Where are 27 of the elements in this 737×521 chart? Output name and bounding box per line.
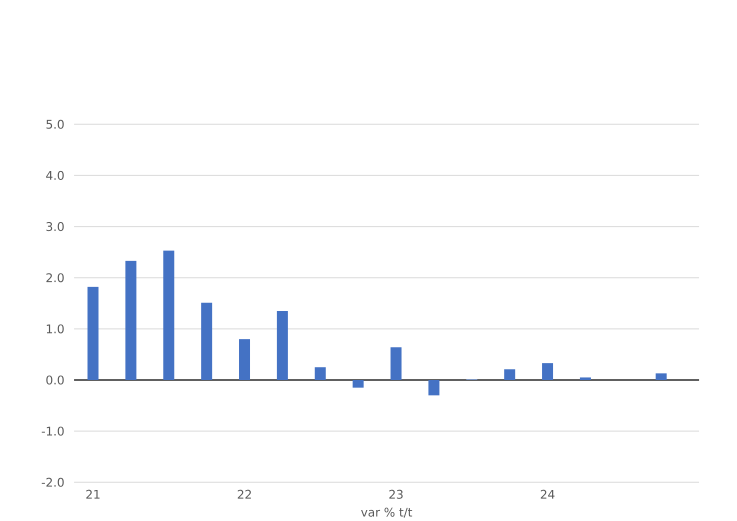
y-tick-label: -1.0 (42, 426, 64, 436)
x-tick-label: 21 (86, 490, 100, 499)
bar (239, 339, 250, 380)
bar (314, 367, 326, 380)
y-tick-label: 3.0 (46, 222, 64, 232)
bar (352, 380, 364, 388)
bar (201, 302, 212, 380)
bar (504, 369, 516, 380)
y-tick-label: 0.0 (46, 375, 64, 385)
bar (542, 363, 554, 380)
y-tick-label: 4.0 (46, 170, 64, 180)
bar (125, 260, 136, 380)
y-tick-label: -2.0 (42, 478, 64, 487)
bar (276, 310, 288, 380)
bar (88, 286, 99, 380)
x-tick-label: 24 (540, 490, 554, 499)
bar (163, 250, 174, 380)
y-tick-label: 5.0 (46, 120, 64, 129)
y-tick-label: 1.0 (46, 324, 64, 334)
bar (428, 380, 440, 396)
x-tick-label: 23 (389, 490, 403, 499)
bar (656, 373, 667, 380)
x-tick-label: 22 (238, 490, 251, 499)
bar (580, 377, 591, 380)
y-tick-label: 2.0 (46, 273, 64, 282)
x-axis-title: var % t/t (361, 508, 412, 518)
bar (390, 347, 402, 380)
